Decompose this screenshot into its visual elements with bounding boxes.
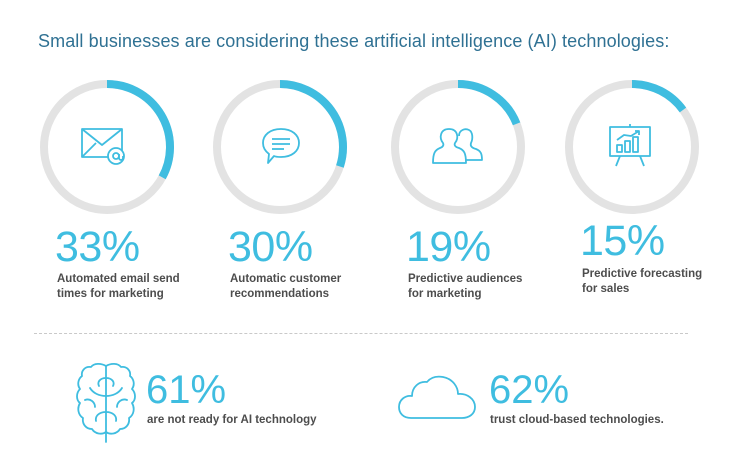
caption-line: Automatic customer — [230, 273, 342, 285]
donut-chart-audiences — [389, 78, 527, 216]
donut-svg — [391, 80, 525, 214]
people-icon — [432, 128, 483, 164]
donut-svg — [213, 80, 347, 214]
caption-line: for marketing — [408, 288, 482, 300]
donut-chart-forecasting — [563, 78, 701, 216]
stat-percent: 15% — [580, 217, 665, 265]
caption-line: for sales — [582, 283, 630, 295]
dashed-divider — [34, 333, 688, 334]
donut-chart-recommendations — [211, 78, 349, 216]
stat-caption: Predictive forecasting for sales — [582, 267, 741, 297]
chat-bubble-icon — [262, 128, 300, 164]
donut-arc-19 — [457, 80, 521, 126]
donut-arc-33 — [106, 80, 174, 180]
stat-caption: Predictive audiences for marketing — [408, 272, 578, 302]
stat-caption: Automated email send times for marketing — [57, 272, 227, 302]
donut-svg — [40, 80, 174, 214]
donut-arc-15 — [631, 80, 687, 113]
page-title: Small businesses are considering these a… — [38, 31, 670, 51]
stat-percent-not-ready: 61% — [146, 368, 227, 412]
email-at-icon — [81, 128, 125, 165]
stat-caption: Automatic customer recommendations — [230, 272, 400, 302]
stat-percent-trust-cloud: 62% — [489, 368, 570, 412]
stat-caption-not-ready: are not ready for AI technology — [147, 414, 317, 426]
donut-svg — [565, 80, 699, 214]
caption-line: Predictive audiences — [408, 273, 523, 285]
stat-percent: 33% — [55, 223, 140, 271]
donut-chart-email — [38, 78, 176, 216]
stat-caption-trust-cloud: trust cloud-based technologies. — [490, 414, 664, 426]
caption-line: recommendations — [230, 288, 330, 300]
presentation-chart-icon — [609, 124, 651, 167]
brain-icon — [76, 362, 136, 443]
caption-line: Predictive forecasting — [582, 268, 703, 280]
caption-line: times for marketing — [57, 288, 164, 300]
caption-line: Automated email send — [57, 273, 180, 285]
cloud-icon — [398, 375, 476, 419]
stat-percent: 30% — [228, 223, 313, 271]
stat-percent: 19% — [406, 223, 491, 271]
donut-arc-30 — [279, 80, 347, 168]
